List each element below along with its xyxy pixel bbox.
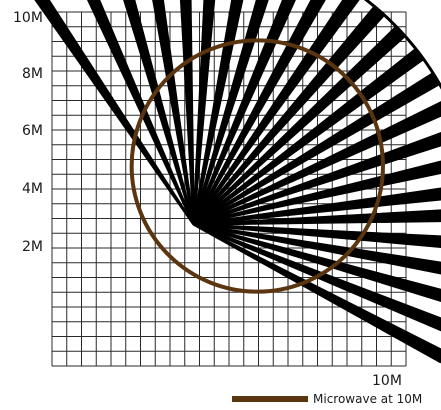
microwave-pattern-circle — [129, 38, 385, 294]
beam-group — [34, 0, 441, 364]
detection-beam-13 — [192, 25, 406, 226]
detection-beam-11 — [192, 72, 441, 226]
detection-beam-8 — [193, 160, 441, 226]
detection-beam-23 — [123, 0, 195, 225]
legend-label: Microwave at 10M — [313, 392, 422, 406]
detection-beam-6 — [193, 209, 441, 226]
y-tick-4m: 4M — [22, 181, 43, 197]
detection-beam-4 — [193, 223, 441, 275]
detection-beam-21 — [179, 0, 195, 225]
detection-beam-24 — [86, 0, 195, 225]
detection-beam-18 — [192, 0, 269, 225]
detection-beam-3 — [193, 223, 441, 303]
x-tick-10m: 10M — [372, 373, 402, 389]
detection-beam-9 — [193, 131, 441, 226]
y-tick-10m: 10M — [13, 10, 43, 26]
y-tick-6m: 6M — [22, 123, 43, 139]
detection-beam-17 — [192, 0, 296, 225]
detection-beam-16 — [192, 0, 326, 225]
detection-beam-22 — [152, 0, 195, 225]
detection-beam-12 — [192, 48, 425, 226]
legend-swatch — [232, 396, 308, 402]
detection-beam-19 — [192, 0, 244, 225]
detection-beam-25 — [34, 0, 195, 226]
detection-beam-1 — [193, 223, 441, 364]
detection-beam-14 — [192, 5, 386, 226]
detection-beam-5 — [193, 223, 441, 249]
y-tick-2m: 2M — [22, 239, 43, 255]
detection-beam-20 — [192, 0, 216, 225]
y-tick-8m: 8M — [22, 66, 43, 82]
coverage-arc — [363, 0, 441, 90]
